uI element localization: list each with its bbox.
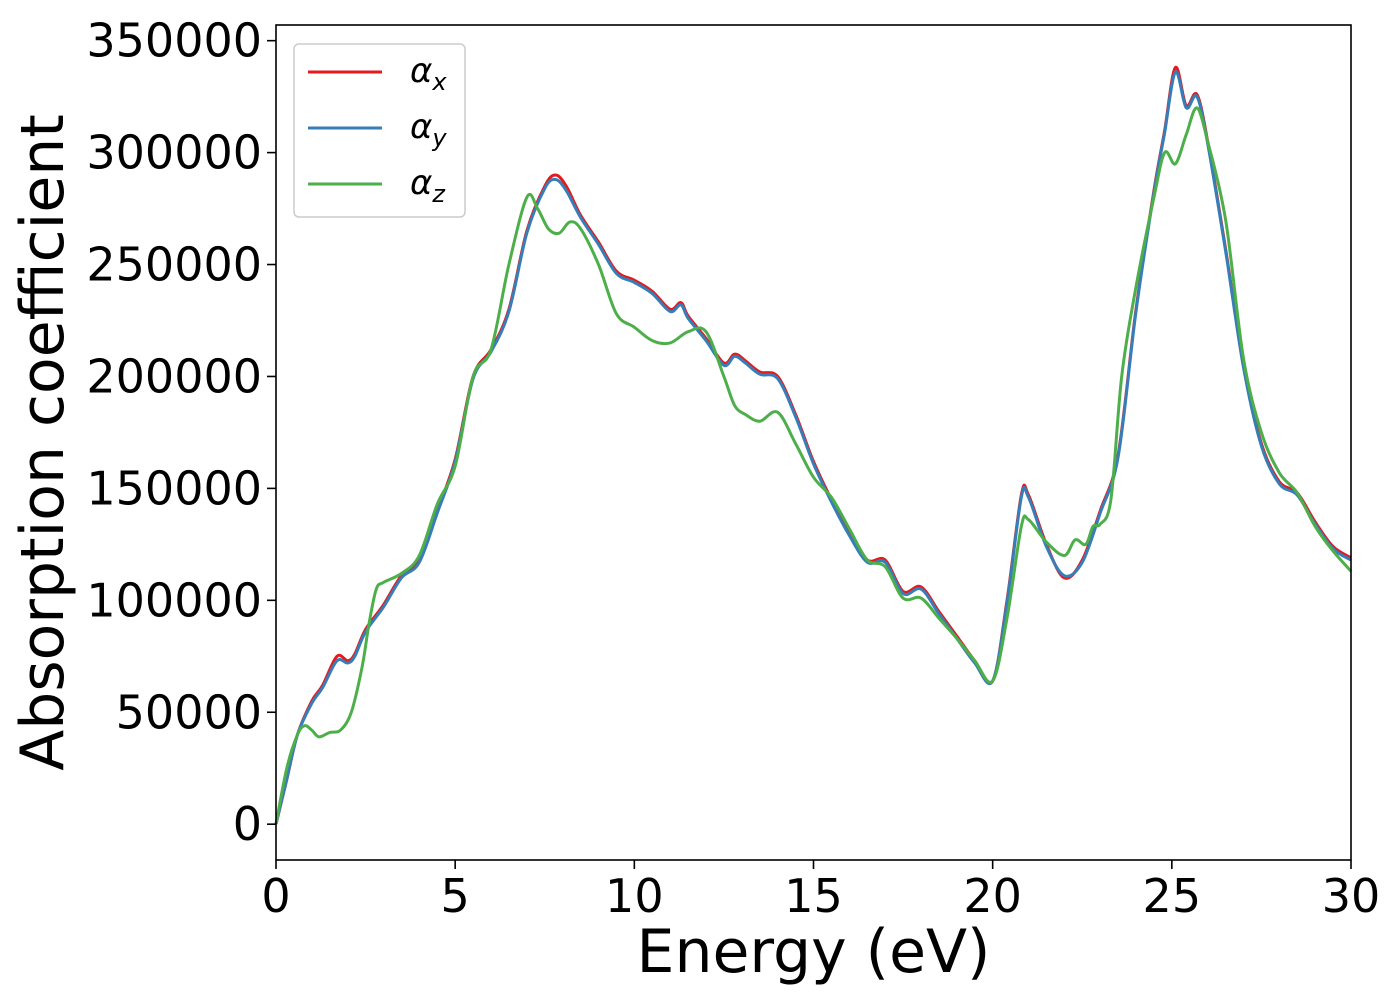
legend-label-x: αx bbox=[410, 51, 447, 96]
x-tick-label: 20 bbox=[963, 869, 1022, 923]
series-line-z bbox=[274, 106, 1353, 825]
legend-subscript: z bbox=[431, 180, 446, 208]
series-line-y bbox=[274, 70, 1352, 825]
legend-symbol: α bbox=[410, 51, 432, 91]
x-axis-title: Energy (eV) bbox=[637, 917, 991, 987]
y-tick-label: 150000 bbox=[86, 461, 262, 515]
y-axis-title: Absorption coefficient bbox=[8, 114, 78, 771]
y-tick-label: 100000 bbox=[86, 573, 262, 627]
x-tick-label: 30 bbox=[1322, 869, 1381, 923]
legend-box bbox=[293, 43, 466, 218]
series-layer bbox=[274, 65, 1353, 825]
y-tick-label: 200000 bbox=[86, 349, 262, 403]
x-tick-label: 5 bbox=[441, 869, 470, 923]
legend-label-z: αz bbox=[410, 163, 446, 208]
y-tick-label: 50000 bbox=[116, 685, 262, 739]
x-tick-label: 0 bbox=[261, 869, 290, 923]
legend-symbol: α bbox=[410, 107, 432, 147]
x-tick-label: 25 bbox=[1143, 869, 1202, 923]
x-tick-label: 15 bbox=[784, 869, 843, 923]
y-tick-label: 350000 bbox=[86, 14, 262, 68]
y-tick-label: 300000 bbox=[86, 126, 262, 180]
x-tick-label: 10 bbox=[605, 869, 664, 923]
ticks-layer: 0 5 10 15 20 25 30 0 50000 100000 150000 200000 2500… bbox=[86, 14, 1380, 923]
legend-subscript: y bbox=[431, 124, 447, 152]
y-tick-label: 0 bbox=[233, 797, 262, 851]
legend-symbol: α bbox=[410, 163, 432, 203]
legend-label-y: αy bbox=[410, 107, 447, 152]
y-tick-label: 250000 bbox=[86, 238, 262, 292]
legend-subscript: x bbox=[431, 68, 447, 96]
